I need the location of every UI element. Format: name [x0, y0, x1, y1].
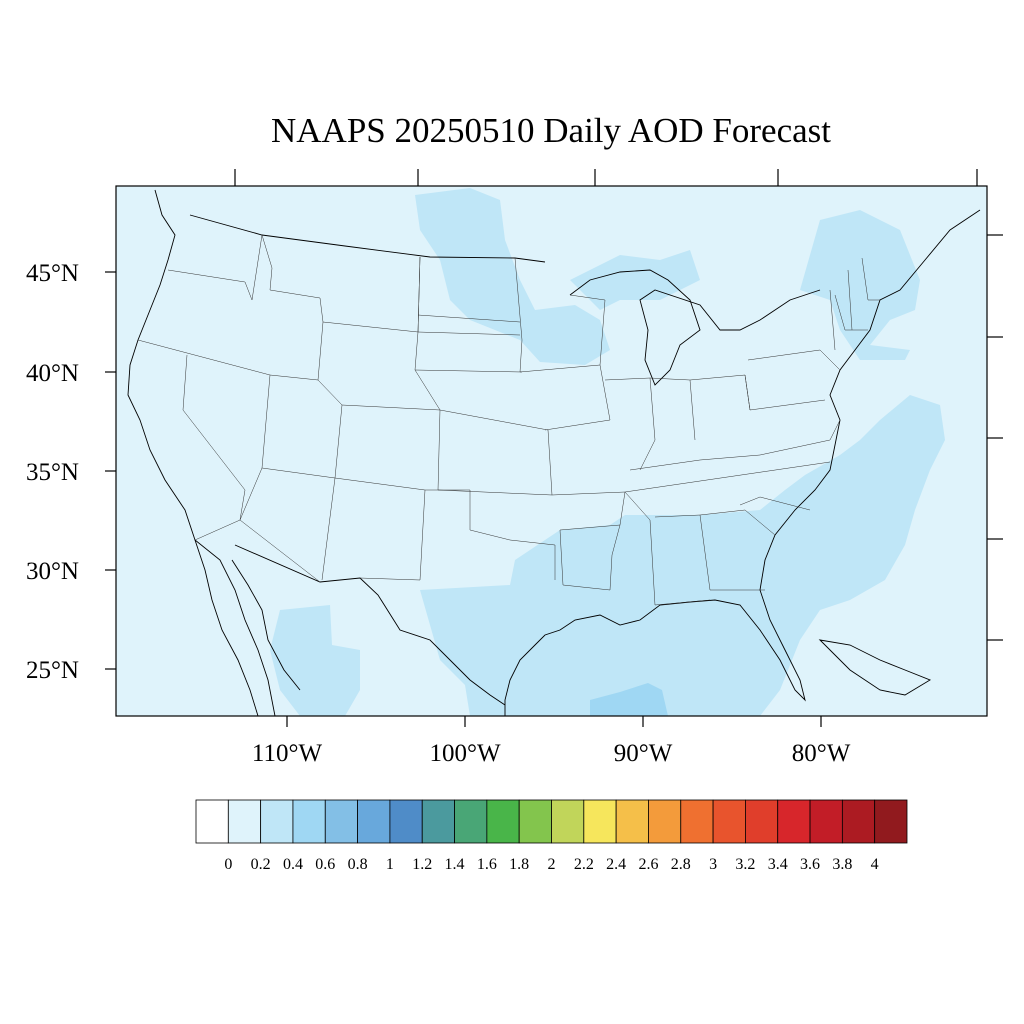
colorbar-label-20: 4 [871, 856, 879, 873]
state-boundaries [137, 234, 880, 606]
colorbar-label-1: 0.2 [251, 856, 271, 873]
border-ut-co-wy [261, 321, 441, 491]
colorbar-label-3: 0.6 [315, 856, 335, 873]
colorbar-box-9 [486, 799, 520, 844]
colorbar-label-12: 2.4 [606, 856, 626, 873]
colorbar-box-14 [648, 799, 682, 844]
great-lakes-shore [569, 269, 821, 386]
colorbar-box-6 [389, 799, 423, 844]
colorbar-box-16 [712, 799, 746, 844]
east-coastline [504, 209, 981, 716]
colorbar-box-11 [551, 799, 585, 844]
border-pa-ny-nj [744, 289, 841, 411]
colorbar-label-7: 1.4 [445, 856, 465, 873]
lat-label-45: 45°N [26, 260, 79, 287]
aod-field-layer [270, 188, 945, 716]
aod-plume-southeast-atlantic [420, 395, 945, 716]
colorbar-label-9: 1.8 [509, 856, 529, 873]
colorbar-box-7 [421, 799, 455, 844]
border-nc-sc-va [739, 419, 841, 511]
west-coastline [127, 189, 276, 716]
colorbar-label-17: 3.4 [768, 856, 788, 873]
aod-plume-gulf-high [590, 683, 668, 716]
aod-plume-baja-mexico [270, 605, 360, 716]
colorbar [195, 799, 908, 844]
border-al-ga-fl [654, 509, 776, 606]
border-ky-tn [624, 454, 831, 493]
colorbar-label-2: 0.4 [283, 856, 303, 873]
colorbar-label-8: 1.6 [477, 856, 497, 873]
colorbar-label-0: 0 [224, 856, 232, 873]
lat-label-25: 25°N [26, 657, 79, 684]
border-or-ca-nv [137, 339, 271, 541]
colorbar-label-4: 0.8 [348, 856, 368, 873]
colorbar-label-6: 1.2 [412, 856, 432, 873]
border-ks-ok-tx [414, 369, 556, 580]
colorbar-box-13 [615, 799, 649, 844]
lon-label-80: 80°W [792, 740, 851, 767]
border-mn-ia-mo [514, 257, 611, 431]
colorbar-box-8 [454, 799, 488, 844]
colorbar-box-3 [292, 799, 326, 844]
border-az-nm [239, 467, 426, 583]
colorbar-box-10 [518, 799, 552, 844]
colorbar-box-1 [227, 799, 262, 844]
lat-label-35: 35°N [26, 459, 79, 486]
colorbar-box-12 [583, 799, 617, 844]
colorbar-labels: 0 0.2 0.4 0.6 0.8 1 1.2 1.4 1.6 1.8 2 2.2 2.4 2.6 2.8 3… [224, 856, 878, 873]
colorbar-box-15 [680, 799, 714, 844]
colorbar-label-13: 2.6 [638, 856, 658, 873]
aod-plume-northeast [800, 210, 920, 360]
colorbar-label-19: 3.8 [832, 856, 852, 873]
colorbar-label-10: 2 [548, 856, 556, 873]
longitude-labels: 110°W 100°W 90°W 80°W [252, 740, 851, 767]
map-boundaries [127, 189, 981, 716]
colorbar-box-19 [809, 799, 843, 844]
colorbar-label-11: 2.2 [574, 856, 594, 873]
axis-ticks [105, 169, 1003, 727]
colorbar-label-15: 3 [709, 856, 717, 873]
colorbar-box-17 [745, 799, 779, 844]
lon-label-110: 110°W [252, 740, 323, 767]
colorbar-box-18 [777, 799, 811, 844]
colorbar-box-21 [874, 799, 908, 844]
colorbar-box-2 [260, 799, 294, 844]
colorbar-box-0 [195, 799, 229, 844]
colorbar-label-14: 2.8 [671, 856, 691, 873]
latitude-labels: 45°N 40°N 35°N 30°N 25°N [26, 260, 79, 684]
colorbar-box-5 [357, 799, 391, 844]
cuba-bahamas [818, 639, 932, 696]
border-wa-or-id [167, 234, 263, 301]
lat-label-30: 30°N [26, 558, 79, 585]
aod-plume-great-lakes [570, 250, 700, 310]
baja-peninsula [194, 539, 259, 716]
lat-label-40: 40°N [26, 360, 79, 387]
map-title: NAAPS 20250510 Daily AOD Forecast [271, 111, 831, 150]
rio-grande-border [234, 544, 506, 706]
colorbar-label-5: 1 [386, 856, 394, 873]
colorbar-label-18: 3.6 [800, 856, 820, 873]
lon-label-100: 100°W [429, 740, 500, 767]
lon-label-90: 90°W [614, 740, 673, 767]
canada-us-border [189, 214, 546, 263]
gulf-of-california-coast [231, 559, 301, 691]
border-new-england [834, 257, 880, 331]
aod-plume-northern-plains [415, 188, 610, 365]
colorbar-label-16: 3.2 [735, 856, 755, 873]
map-frame [115, 185, 988, 717]
colorbar-box-4 [324, 799, 358, 844]
colorbar-box-20 [841, 799, 876, 844]
